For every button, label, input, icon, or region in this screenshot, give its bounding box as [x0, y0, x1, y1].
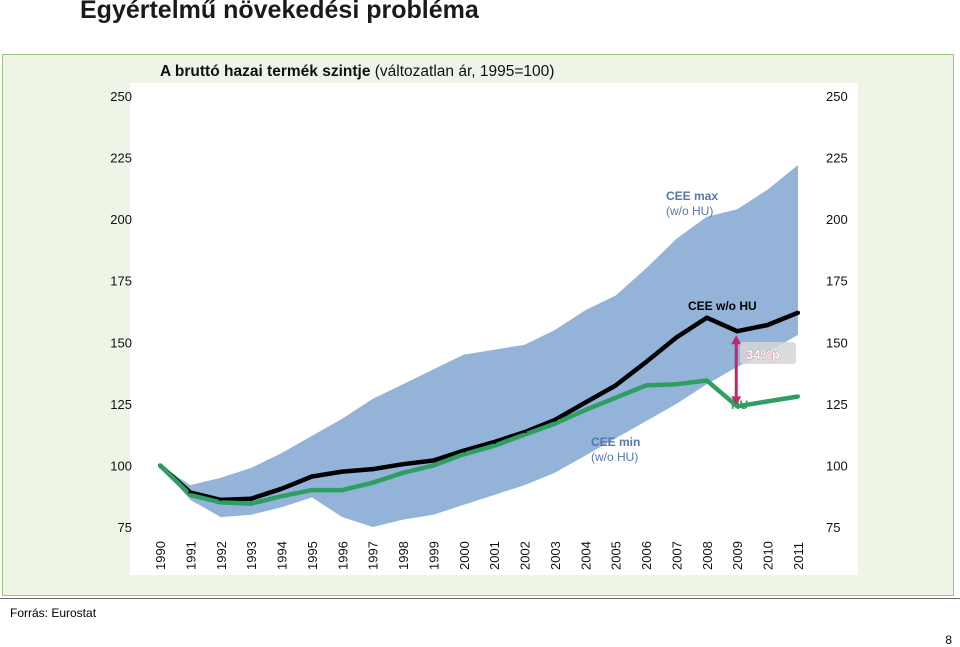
x-tick-2000: 2000	[457, 541, 472, 570]
x-tick-1991: 1991	[183, 541, 198, 570]
chart-title-rest: (változatlan ár, 1995=100)	[370, 63, 554, 80]
hu-point-1991	[188, 493, 193, 497]
hu-point-1995	[309, 488, 314, 493]
y-tick-right-225: 225	[826, 151, 848, 166]
series-line-cee	[158, 310, 799, 503]
x-tick-2004: 2004	[578, 541, 593, 570]
hu-point-1994	[279, 494, 284, 499]
cee-point-1993	[249, 496, 254, 501]
y-tick-left-200: 200	[110, 212, 132, 227]
cee-point-1999	[431, 458, 436, 463]
x-tick-2005: 2005	[609, 541, 624, 570]
annotation-cee-min-2: (w/o HU)	[591, 450, 638, 464]
hu-point-1996	[340, 488, 345, 493]
x-tick-1997: 1997	[366, 541, 381, 570]
x-tick-2003: 2003	[548, 541, 563, 570]
x-tick-2009: 2009	[730, 541, 745, 570]
cee-point-1997	[370, 467, 375, 472]
cee-point-2004	[583, 400, 588, 405]
x-tick-2011: 2011	[791, 542, 806, 570]
x-tick-2007: 2007	[669, 541, 684, 570]
cee-point-2006	[644, 360, 649, 364]
y-tick-right-250: 250	[826, 89, 848, 104]
cee-point-2003	[552, 417, 557, 422]
y-tick-left-225: 225	[110, 151, 132, 166]
hu-point-1992	[218, 500, 223, 505]
y-tick-left-250: 250	[110, 89, 132, 104]
x-tick-2006: 2006	[639, 541, 654, 570]
hu-point-1997	[370, 480, 375, 485]
y-tick-left-125: 125	[110, 397, 132, 412]
cee-point-2010	[765, 323, 770, 327]
page-number: 8	[945, 633, 952, 647]
hu-point-1993	[249, 501, 254, 506]
hu-point-2009	[735, 404, 740, 409]
annotation-cee-max-1: CEE max	[666, 189, 718, 203]
hu-point-2007	[674, 382, 679, 387]
series-line-hu	[158, 378, 799, 506]
y-tick-right-75: 75	[826, 520, 840, 535]
annotation-hu-line: HU	[731, 398, 748, 412]
hu-point-2004	[583, 408, 588, 412]
y-tick-left-150: 150	[110, 335, 132, 350]
x-tick-1992: 1992	[214, 541, 229, 570]
gap-arrow-down-icon	[731, 396, 742, 406]
gap-arrow-up-icon	[731, 335, 742, 345]
y-tick-right-150: 150	[826, 335, 848, 350]
x-tick-2008: 2008	[700, 541, 715, 570]
cee-range-band	[160, 165, 798, 527]
slide-title: Egyértelmű növekedési probléma	[80, 0, 479, 24]
hu-point-2006	[644, 383, 649, 388]
hu-point-2011	[796, 394, 800, 399]
hu-point-2002	[522, 432, 527, 437]
cee-point-1994	[279, 486, 284, 491]
gap-label-box	[740, 342, 796, 364]
x-tick-2002: 2002	[518, 541, 533, 570]
hu-point-1998	[401, 470, 405, 475]
hu-point-2003	[552, 421, 557, 426]
y-tick-left-75: 75	[118, 520, 132, 535]
x-tick-1998: 1998	[396, 541, 411, 570]
hu-point-1999	[431, 463, 436, 468]
annotation-cee-max-2: (w/o HU)	[666, 204, 713, 218]
annotation-cee-min-1: CEE min	[591, 435, 640, 449]
y-tick-right-125: 125	[826, 397, 848, 412]
chart-title-bold: A bruttó hazai termék szintje	[160, 63, 371, 80]
chart-title: A bruttó hazai termék szintje (változatl…	[160, 63, 554, 80]
cee-point-1995	[309, 474, 314, 479]
cee-point-2008	[704, 315, 709, 320]
x-tick-1994: 1994	[275, 541, 290, 570]
source-note: Forrás: Eurostat	[10, 606, 97, 620]
gdp-chart: A bruttó hazai termék szintje (változatl…	[110, 63, 858, 575]
hu-point-2001	[492, 443, 497, 448]
footer-divider	[0, 598, 960, 599]
hu-point-2008	[704, 378, 709, 383]
x-tick-2001: 2001	[487, 541, 502, 570]
y-tick-right-200: 200	[826, 212, 848, 227]
hu-point-1990	[158, 463, 162, 468]
cee-point-2007	[674, 335, 679, 340]
x-tick-1995: 1995	[305, 541, 320, 570]
hu-point-2000	[461, 452, 466, 457]
y-tick-left-100: 100	[110, 458, 132, 473]
cee-point-1998	[401, 462, 405, 467]
x-tick-1996: 1996	[335, 541, 350, 570]
x-tick-1990: 1990	[153, 541, 168, 570]
cee-point-2001	[492, 440, 497, 444]
x-tick-2010: 2010	[761, 541, 776, 570]
cee-point-1996	[340, 469, 345, 474]
x-tick-1999: 1999	[426, 541, 441, 570]
y-tick-left-175: 175	[110, 274, 132, 289]
x-tick-1993: 1993	[244, 541, 259, 570]
hu-point-2005	[613, 395, 618, 400]
cee-point-2000	[461, 448, 466, 453]
y-tick-right-175: 175	[826, 274, 848, 289]
cee-point-2005	[613, 383, 618, 388]
annotation-cee-line: CEE w/o HU	[688, 299, 757, 313]
y-tick-right-100: 100	[826, 458, 848, 473]
gap-label: 34%p	[746, 347, 780, 362]
cee-point-2009	[735, 329, 740, 334]
hu-point-2010	[765, 399, 770, 404]
cee-point-2011	[796, 310, 800, 315]
